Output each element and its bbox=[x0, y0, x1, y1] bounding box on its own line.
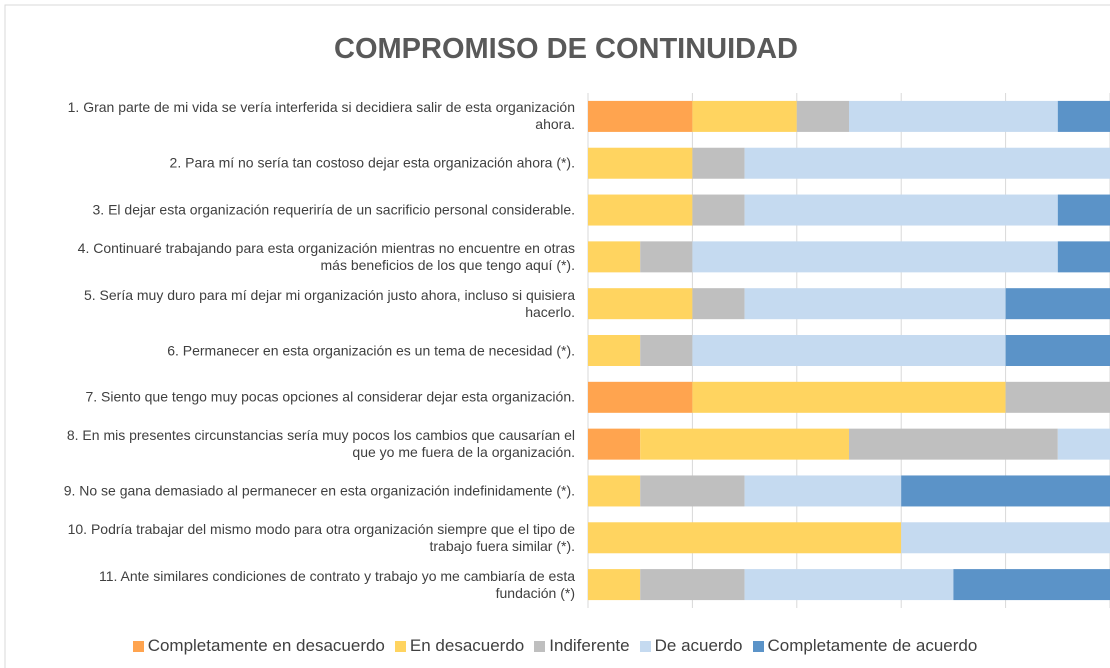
category-label: 1. Gran parte de mi vida se vería interf… bbox=[67, 99, 575, 133]
legend-swatch bbox=[534, 640, 546, 652]
bar-segment bbox=[588, 147, 693, 179]
category-label: 10. Podría trabajar del mismo modo para … bbox=[67, 520, 575, 554]
category-label: 6. Permanecer en esta organización es un… bbox=[167, 342, 575, 358]
bar-segment bbox=[744, 569, 954, 601]
legend-label: Indiferente bbox=[549, 636, 630, 655]
bar-segment bbox=[588, 428, 641, 460]
bar-segment bbox=[1005, 288, 1110, 320]
bar-segment bbox=[744, 288, 1006, 320]
category-label: 2. Para mí no sería tan costoso dejar es… bbox=[169, 154, 575, 171]
bar-segment bbox=[588, 569, 641, 601]
bar-segment bbox=[692, 335, 1006, 366]
bar-segment bbox=[692, 288, 745, 320]
bar-segment bbox=[1057, 100, 1110, 132]
bar-segment bbox=[588, 522, 902, 554]
category-label: 7. Siento que tengo muy pocas opciones a… bbox=[85, 388, 575, 405]
bar-segment bbox=[640, 475, 745, 507]
bar-segment bbox=[692, 381, 1006, 413]
legend-item: De acuerdo bbox=[639, 636, 743, 656]
bar-segment bbox=[796, 100, 849, 132]
bar-segment bbox=[640, 241, 693, 273]
bar-segment bbox=[588, 475, 641, 507]
legend-item: Indiferente bbox=[534, 636, 630, 656]
bar-segment bbox=[588, 288, 693, 320]
bar-segment bbox=[588, 381, 693, 413]
bar-segment bbox=[849, 428, 1058, 460]
bar-segment bbox=[1057, 428, 1110, 460]
legend-swatch bbox=[639, 640, 651, 652]
bar-segment bbox=[588, 100, 693, 132]
category-label: 9. No se gana demasiado al permanecer en… bbox=[63, 482, 575, 499]
chart-title: COMPROMISO DE CONTINUIDAD bbox=[334, 33, 798, 65]
bar-segment bbox=[588, 194, 693, 226]
bar-segment bbox=[1005, 381, 1110, 413]
legend-swatch bbox=[132, 640, 144, 652]
bar-segment bbox=[588, 335, 641, 366]
legend: Completamente en desacuerdo En desacuerdo… bbox=[0, 636, 1110, 656]
legend-swatch bbox=[394, 640, 406, 652]
bar-segment bbox=[640, 428, 849, 460]
category-label: 8. En mis presentes circunstancias sería… bbox=[66, 427, 575, 461]
bar-segment bbox=[849, 100, 1058, 132]
bar-segment bbox=[640, 569, 745, 601]
bar-segment bbox=[1057, 194, 1110, 226]
legend-swatch bbox=[752, 640, 764, 652]
legend-item: En desacuerdo bbox=[394, 636, 525, 656]
bar-segment bbox=[744, 147, 1110, 179]
bar-segment bbox=[692, 194, 745, 226]
category-label: 11. Ante similares condiciones de contra… bbox=[99, 567, 575, 601]
bar-segment bbox=[692, 100, 797, 132]
legend-label: En desacuerdo bbox=[409, 636, 525, 655]
legend-label: De acuerdo bbox=[654, 636, 743, 655]
bar-segment bbox=[588, 241, 641, 273]
category-label: 3. El dejar esta organización requeriría… bbox=[92, 201, 576, 218]
bar-segment bbox=[692, 147, 745, 179]
bar-segment bbox=[1005, 335, 1110, 366]
bar-segment bbox=[692, 241, 1058, 273]
category-label: 4. Continuaré trabajando para esta organ… bbox=[77, 239, 575, 273]
bar-segment bbox=[1057, 241, 1110, 273]
legend-item: Completamente en desacuerdo bbox=[132, 636, 385, 656]
legend-label: Completamente en desacuerdo bbox=[147, 636, 385, 655]
bar-segment bbox=[744, 475, 902, 507]
category-label: 5. Sería muy duro para mí dejar mi organ… bbox=[83, 286, 575, 320]
bar-segment bbox=[953, 569, 1110, 601]
legend-item: Completamente de acuerdo bbox=[752, 636, 978, 656]
legend-label: Completamente de acuerdo bbox=[767, 636, 978, 655]
bar-segment bbox=[901, 475, 1110, 507]
chart-border bbox=[4, 4, 1110, 668]
bar-segment bbox=[901, 522, 1110, 554]
bar-segment bbox=[640, 335, 693, 366]
bar-segment bbox=[744, 194, 1058, 226]
